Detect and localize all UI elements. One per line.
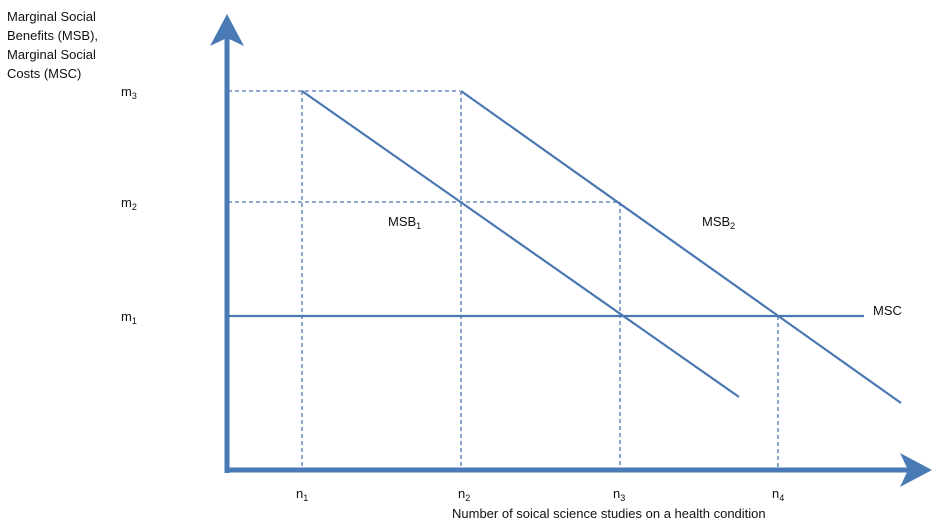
tick-n2: n2 xyxy=(458,486,471,503)
y-axis-arrowhead xyxy=(210,14,244,46)
msb2-line xyxy=(460,90,902,404)
axes xyxy=(224,34,910,473)
tick-n4: n4 xyxy=(772,486,785,503)
y-axis-title-line-3: Marginal Social xyxy=(7,47,96,62)
y-axis-title-line-2: Benefits (MSB), xyxy=(7,28,99,43)
tick-n1: n1 xyxy=(296,486,309,503)
tick-m1: m1 xyxy=(121,309,137,326)
msc-label: MSC xyxy=(873,303,902,318)
curves xyxy=(228,90,902,404)
tick-m3: m3 xyxy=(121,84,137,101)
x-axis-arrowhead xyxy=(900,453,932,487)
y-axis-title: Marginal Social Benefits (MSB), Marginal… xyxy=(7,7,98,83)
y-axis-title-line-1: Marginal Social xyxy=(7,9,96,24)
x-axis-title: Number of soical science studies on a he… xyxy=(452,506,766,521)
tick-n3: n3 xyxy=(613,486,626,503)
y-axis-title-line-4: Costs (MSC) xyxy=(7,66,82,81)
msb1-label: MSB1 xyxy=(388,214,422,231)
tick-m2: m2 xyxy=(121,195,137,212)
msb1-line xyxy=(301,90,740,398)
guide-lines xyxy=(228,90,779,470)
msb2-label: MSB2 xyxy=(702,214,736,231)
